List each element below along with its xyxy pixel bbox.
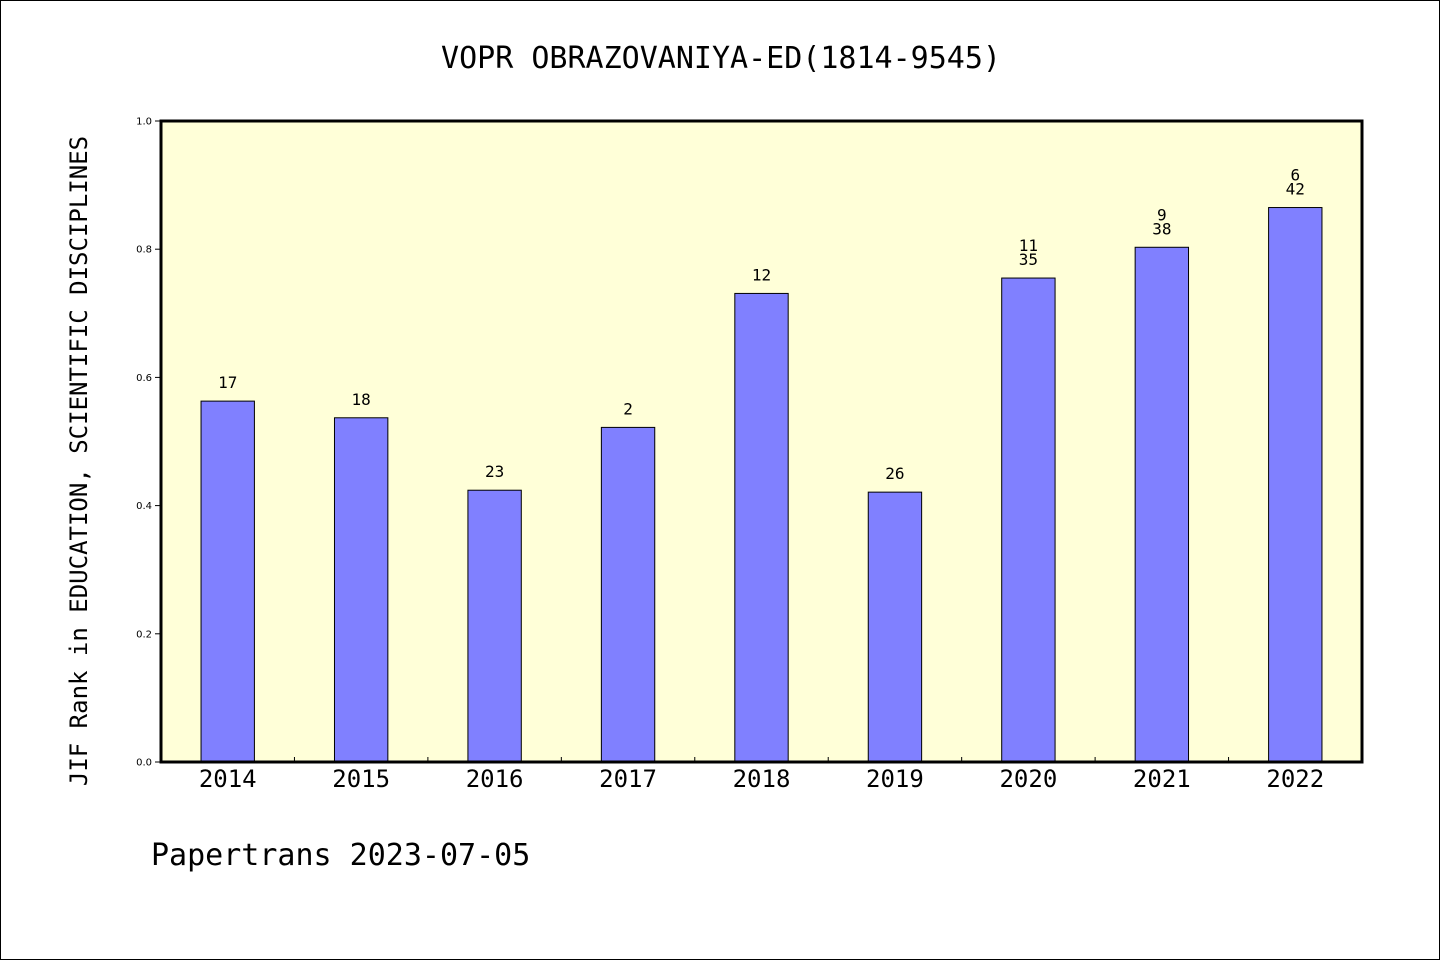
bar-2018 [734, 292, 789, 763]
y-axis-label: JIF Rank in EDUCATION, SCIENTIFIC DISCIP… [65, 136, 93, 786]
y-tick-label: 0.4 [136, 501, 152, 512]
ticks-group: 2014 2015 2016 2017 2018 2019 2020 2021 2022 0.0 0… [136, 117, 1324, 794]
x-tick-label: 2021 [1133, 765, 1191, 793]
plot-border [159, 119, 1364, 764]
bar-value-label: 42 [1286, 180, 1305, 199]
bar-value-label: 6 [1290, 166, 1300, 185]
y-tick-label: 1.0 [136, 117, 152, 128]
bar-2019 [867, 491, 923, 763]
bar-value-label: 18 [352, 390, 371, 409]
x-tick-label: 2016 [466, 765, 524, 793]
y-tick-label: 0.0 [136, 758, 152, 769]
x-tick-label: 2019 [866, 765, 924, 793]
x-tick-label: 2020 [999, 765, 1057, 793]
bar-2014 [200, 400, 255, 763]
x-tick-label: 2018 [733, 765, 791, 793]
y-tick-label: 0.2 [136, 629, 152, 640]
bar-value-label: 26 [885, 464, 904, 483]
x-tick-label: 2022 [1266, 765, 1324, 793]
x-tick-label: 2017 [599, 765, 657, 793]
bar-value-label: 35 [1019, 250, 1038, 269]
bar-value-label: 17 [218, 373, 237, 392]
bars-group [200, 207, 1323, 763]
x-tick-label: 2014 [199, 765, 257, 793]
bar-value-label: 38 [1152, 219, 1171, 238]
bar-value-label: 2 [623, 399, 633, 418]
bar-2021 [1134, 246, 1190, 763]
bar-value-label: 9 [1157, 205, 1167, 224]
bar-2015 [333, 417, 389, 763]
bar-value-label: 12 [752, 265, 771, 284]
bar-value-label: 23 [485, 462, 504, 481]
footer-text: Papertrans 2023-07-05 [151, 838, 530, 873]
y-tick-label: 0.8 [136, 245, 152, 256]
x-tick-label: 2015 [332, 765, 390, 793]
bar-2020 [1001, 277, 1056, 763]
bar-2016 [467, 489, 522, 763]
bar-value-label: 11 [1019, 236, 1038, 255]
bar-2022 [1268, 207, 1323, 763]
y-tick-label: 0.6 [136, 373, 152, 384]
bar-2017 [600, 426, 656, 763]
chart-title: VOPR OBRAZOVANIYA-ED(1814-9545) [441, 41, 1001, 76]
